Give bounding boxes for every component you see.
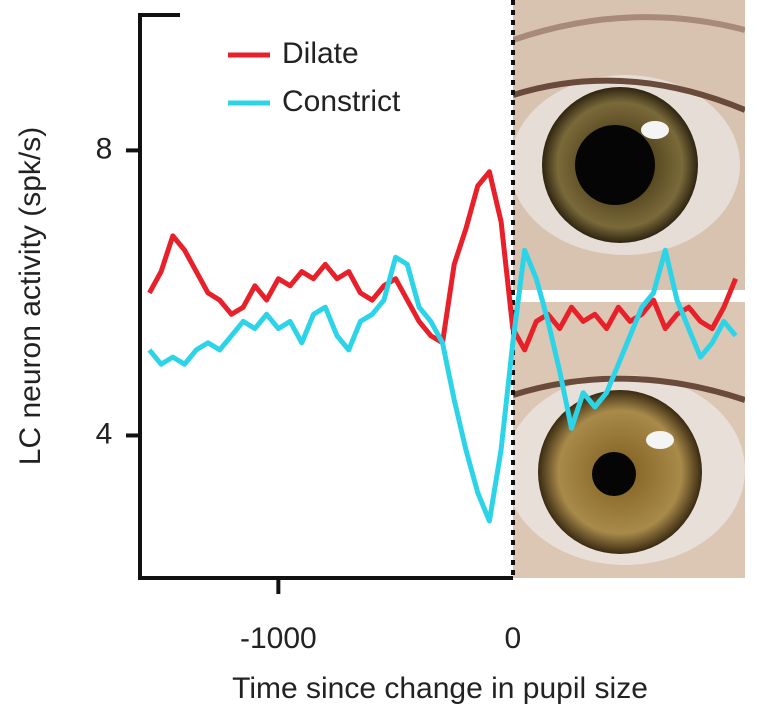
y-axis-label: LC neuron activity (spk/s) [14, 127, 47, 465]
dilated-eye [510, 0, 745, 290]
x-axis-label: Time since change in pupil size [232, 672, 648, 705]
legend-label: Dilate [282, 37, 359, 70]
y-tick-label: 8 [96, 132, 113, 165]
x-tick-label: 0 [505, 622, 522, 655]
y-tick-label: 4 [96, 417, 113, 450]
x-tick-label: -1000 [240, 622, 317, 655]
legend-label: Constrict [282, 85, 401, 118]
chart: Time since change in pupil size LC neuro… [0, 0, 769, 724]
